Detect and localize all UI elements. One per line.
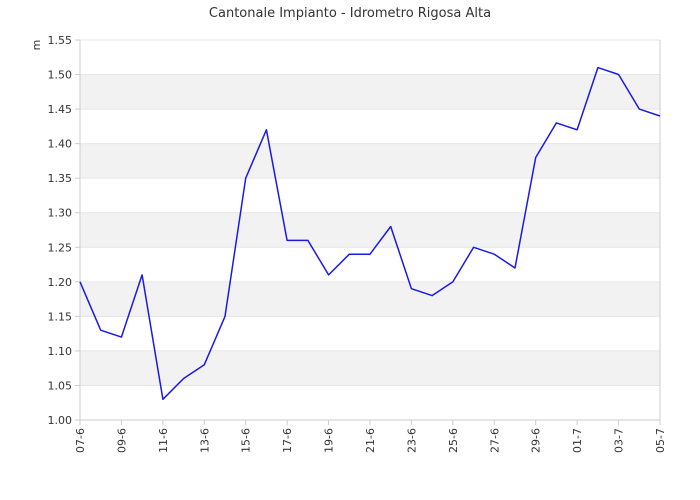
y-tick-label: 1.45 <box>48 103 73 116</box>
y-tick-labels: 1.00 1.05 1.10 1.15 1.20 1.25 1.30 1.35 1.40 1.45… <box>48 34 73 427</box>
data-point <box>597 67 599 69</box>
data-point <box>203 364 205 366</box>
data-point <box>348 253 350 255</box>
data-point <box>659 115 661 117</box>
data-point <box>79 281 81 283</box>
y-tick-label: 1.15 <box>48 310 73 323</box>
data-point <box>514 267 516 269</box>
data-point <box>390 226 392 228</box>
data-point <box>328 274 330 276</box>
data-point <box>162 398 164 400</box>
x-tick-label: 21-6 <box>364 428 377 453</box>
x-tick-label: 15-6 <box>240 428 253 453</box>
y-tick-label: 1.40 <box>48 138 73 151</box>
x-tick-label: 17-6 <box>281 428 294 453</box>
data-point <box>493 253 495 255</box>
data-point <box>141 274 143 276</box>
grid-band <box>80 143 660 179</box>
x-tick-label: 29-6 <box>530 428 543 453</box>
x-tick-label: 07-6 <box>74 428 87 453</box>
y-tick-label: 1.55 <box>48 34 73 47</box>
y-tick-label: 1.05 <box>48 379 73 392</box>
x-tick-labels: 07-6 09-6 11-6 13-6 15-6 17-6 19-6 21-6 23-6 25-6… <box>74 428 667 453</box>
series-line <box>79 66 661 401</box>
data-point <box>307 239 309 241</box>
y-tick-label: 1.10 <box>48 345 73 358</box>
y-tick-label: 1.20 <box>48 276 73 289</box>
data-point <box>576 129 578 131</box>
data-point <box>473 246 475 248</box>
data-point <box>618 74 620 76</box>
data-point <box>183 378 185 380</box>
chart-title: Cantonale Impianto - Idrometro Rigosa Al… <box>209 6 491 21</box>
data-point <box>452 281 454 283</box>
y-tick-label: 1.00 <box>48 414 73 427</box>
series-layer <box>79 66 661 401</box>
grid-band <box>80 350 660 386</box>
grid-band <box>80 212 660 248</box>
axes <box>75 39 661 425</box>
data-point <box>638 108 640 110</box>
x-tick-label: 03-7 <box>613 428 626 453</box>
data-point <box>555 122 557 124</box>
data-point <box>286 239 288 241</box>
data-point <box>535 156 537 158</box>
grid-band <box>80 281 660 317</box>
data-point <box>100 329 102 331</box>
x-tick-label: 27-6 <box>488 428 501 453</box>
y-tick-label: 1.25 <box>48 241 73 254</box>
x-tick-label: 05-7 <box>654 428 667 453</box>
x-tick-label: 01-7 <box>571 428 584 453</box>
y-tick-label: 1.50 <box>48 69 73 82</box>
x-tick-label: 13-6 <box>198 428 211 453</box>
y-axis-unit-label: m <box>30 40 43 51</box>
data-point <box>431 295 433 297</box>
grid-bands <box>80 74 660 386</box>
x-tick-label: 23-6 <box>405 428 418 453</box>
x-tick-label: 11-6 <box>157 428 170 453</box>
data-point <box>369 253 371 255</box>
data-point <box>224 315 226 317</box>
data-point <box>245 177 247 179</box>
data-point <box>265 129 267 131</box>
grid-band <box>80 74 660 110</box>
x-tick-label: 25-6 <box>447 428 460 453</box>
y-tick-label: 1.30 <box>48 207 73 220</box>
x-tick-label: 09-6 <box>115 428 128 453</box>
x-tick-label: 19-6 <box>323 428 336 453</box>
data-point <box>410 288 412 290</box>
y-tick-label: 1.35 <box>48 172 73 185</box>
data-point <box>120 336 122 338</box>
